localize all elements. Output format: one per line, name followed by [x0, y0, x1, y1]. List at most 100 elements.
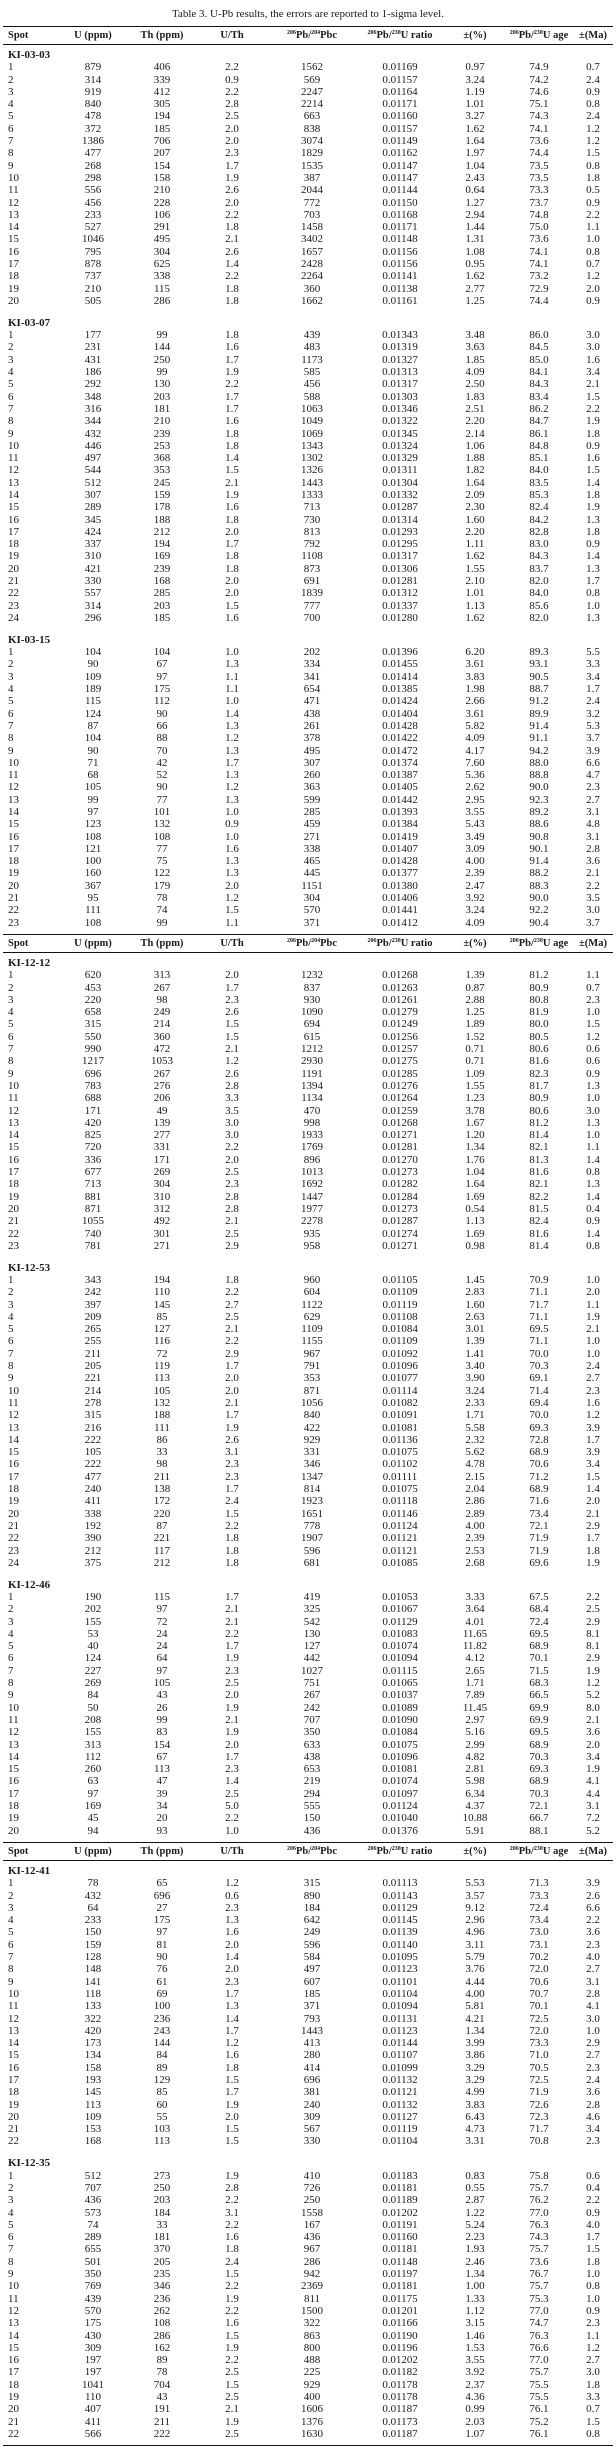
- cell-age-error-ma: 4.0: [586, 1951, 600, 1964]
- table-row: 17 677 269 2.5 1013 0.01273 1.04 81.6 0.8: [3, 1166, 613, 1178]
- cell-pb206-u238-ratio: 0.01279: [382, 1006, 418, 1019]
- cell-age-error-ma: 0.6: [586, 2169, 600, 2182]
- cell-u-ppm: 109: [84, 670, 102, 683]
- cell-u-ppm: 153: [84, 2123, 102, 2136]
- cell-pb206-pb204: 1049: [301, 415, 323, 428]
- cell-ratio-error-pct: 0.95: [465, 258, 485, 271]
- cell-pb206-u238-ratio: 0.01129: [382, 1901, 418, 1914]
- cell-pb206-pb204: 3074: [301, 135, 323, 148]
- cell-spot: 19: [8, 282, 19, 295]
- cell-pb206-u238-age: 70.6: [529, 1458, 549, 1471]
- cell-u-ppm: 53: [87, 1627, 99, 1640]
- column-header-th-ppm: Th (ppm): [122, 27, 202, 44]
- cell-pb206-u238-ratio: 0.01275: [382, 1055, 418, 1068]
- table-row: 8 148 76 2.0 497 0.01123 3.76 72.0 2.7: [3, 1963, 613, 1975]
- cell-ratio-error-pct: 2.10: [465, 575, 485, 588]
- cell-spot: 10: [8, 1384, 19, 1397]
- table-row: 3 919 412 2.2 2247 0.01164 1.19 74.6 0.9: [3, 86, 613, 98]
- cell-spot: 6: [8, 1030, 14, 1043]
- cell-th-ppm: 353: [153, 464, 171, 477]
- cell-age-error-ma: 1.8: [586, 2378, 600, 2391]
- cell-pb206-pb204: 497: [303, 1963, 321, 1976]
- cell-pb206-u238-age: 81.4: [529, 1239, 549, 1252]
- cell-th-ppm: 221: [153, 1532, 171, 1545]
- cell-ratio-error-pct: 1.53: [465, 2341, 485, 2354]
- cell-pb206-u238-age: 67.5: [529, 1591, 549, 1603]
- table-row: 14 527 291 1.8 1458 0.01171 1.44 75.0 1.1: [3, 221, 613, 233]
- cell-u-th: 2.6: [225, 1006, 239, 1019]
- cell-pb206-u238-age: 84.5: [529, 341, 549, 354]
- cell-pb206-pb204: 1562: [301, 61, 323, 74]
- cell-u-ppm: 227: [84, 1664, 102, 1677]
- cell-age-error-ma: 4.7: [586, 769, 600, 782]
- cell-spot: 10: [8, 756, 19, 769]
- cell-age-error-ma: 1.0: [586, 599, 600, 612]
- cell-pb206-pb204: 707: [303, 1713, 321, 1726]
- cell-pb206-u238-age: 69.5: [529, 1627, 549, 1640]
- cell-pb206-u238-age: 82.2: [529, 1190, 549, 1203]
- cell-u-th: 1.8: [225, 282, 239, 295]
- cell-spot: 5: [8, 1640, 14, 1653]
- cell-th-ppm: 1053: [151, 1055, 173, 1068]
- cell-pb206-u238-age: 81.6: [529, 1055, 549, 1068]
- cell-pb206-u238-age: 72.9: [529, 282, 549, 295]
- cell-u-ppm: 193: [84, 2073, 102, 2086]
- isotope-mass: 206: [509, 30, 519, 36]
- cell-pb206-u238-age: 70.0: [529, 1409, 549, 1422]
- cell-age-error-ma: 1.7: [586, 2231, 600, 2244]
- cell-u-th: 1.4: [225, 452, 239, 465]
- cell-th-ppm: 194: [153, 1273, 171, 1286]
- cell-pb206-u238-ratio: 0.01089: [382, 1701, 418, 1714]
- table-row: 14 222 86 2.6 929 0.01136 2.32 72.8 1.7: [3, 1434, 613, 1446]
- cell-th-ppm: 188: [153, 513, 171, 526]
- cell-u-ppm: 696: [84, 1067, 102, 1080]
- table-row: 12 315 188 1.7 840 0.01091 1.71 70.0 1.2: [3, 1409, 613, 1421]
- table-row: 3 109 97 1.1 341 0.01414 3.83 90.5 3.4: [3, 671, 613, 683]
- table-row: 14 173 144 1.2 413 0.01144 3.99 73.3 2.9: [3, 2037, 613, 2049]
- cell-age-error-ma: 3.4: [586, 366, 600, 379]
- table-row: 18 240 138 1.7 814 0.01075 2.04 68.9 1.4: [3, 1483, 613, 1495]
- cell-u-th: 1.6: [225, 2049, 239, 2062]
- cell-pb206-u238-ratio: 0.01181: [382, 2243, 418, 2256]
- cell-u-ppm: 512: [84, 2169, 102, 2182]
- cell-pb206-u238-ratio: 0.01094: [382, 2000, 418, 2013]
- cell-pb206-pb204: 294: [303, 1787, 321, 1800]
- cell-pb206-pb204: 2044: [301, 184, 323, 197]
- cell-u-ppm: 222: [84, 1458, 102, 1471]
- cell-pb206-pb204: 307: [303, 756, 321, 769]
- cell-pb206-u238-age: 74.7: [529, 2317, 549, 2330]
- cell-u-ppm: 688: [84, 1092, 102, 1105]
- cell-ratio-error-pct: 1.25: [465, 1006, 485, 1019]
- header-text: Pb/: [376, 30, 392, 41]
- cell-th-ppm: 243: [153, 2024, 171, 2037]
- table-row: 13 99 77 1.3 599 0.01442 2.95 92.3 2.7: [3, 794, 613, 806]
- cell-pb206-u238-ratio: 0.01156: [382, 245, 418, 258]
- cell-age-error-ma: 0.4: [586, 2181, 600, 2194]
- table-row: 9 141 61 2.3 607 0.01101 4.44 70.6 3.1: [3, 1976, 613, 1988]
- cell-u-th: 1.6: [225, 2317, 239, 2330]
- cell-spot: 7: [8, 1951, 14, 1964]
- cell-pb206-u238-ratio: 0.01138: [382, 282, 418, 295]
- cell-pb206-u238-age: 73.3: [529, 184, 549, 197]
- cell-u-th: 1.1: [225, 670, 239, 683]
- cell-u-ppm: 1055: [82, 1215, 104, 1228]
- cell-spot: 15: [8, 1763, 19, 1776]
- cell-u-th: 0.6: [225, 1889, 239, 1902]
- cell-th-ppm: 175: [153, 1914, 171, 1927]
- table-row: 10 783 276 2.8 1394 0.01276 1.55 81.7 1.3: [3, 1080, 613, 1092]
- cell-u-ppm: 421: [84, 562, 102, 575]
- cell-pb206-u238-ratio: 0.01081: [382, 1421, 418, 1434]
- table-row: 2 202 97 2.1 325 0.01067 3.64 68.4 2.5: [3, 1603, 613, 1615]
- cell-pb206-pb204: 1302: [301, 452, 323, 465]
- table-row: 22 566 222 2.5 1630 0.01187 1.07 76.1 0.8: [3, 2428, 613, 2440]
- cell-pb206-u238-age: 71.1: [529, 1286, 549, 1299]
- cell-ratio-error-pct: 1.20: [465, 1129, 485, 1142]
- cell-pb206-u238-ratio: 0.01105: [382, 1273, 418, 1286]
- cell-age-error-ma: 1.1: [586, 1141, 600, 1154]
- cell-age-error-ma: 3.6: [586, 855, 600, 868]
- cell-pb206-pb204: 130: [303, 1627, 321, 1640]
- cell-pb206-u238-age: 71.5: [529, 1664, 549, 1677]
- cell-u-ppm: 557: [84, 587, 102, 600]
- cell-u-ppm: 175: [84, 2317, 102, 2330]
- cell-ratio-error-pct: 1.01: [465, 98, 485, 111]
